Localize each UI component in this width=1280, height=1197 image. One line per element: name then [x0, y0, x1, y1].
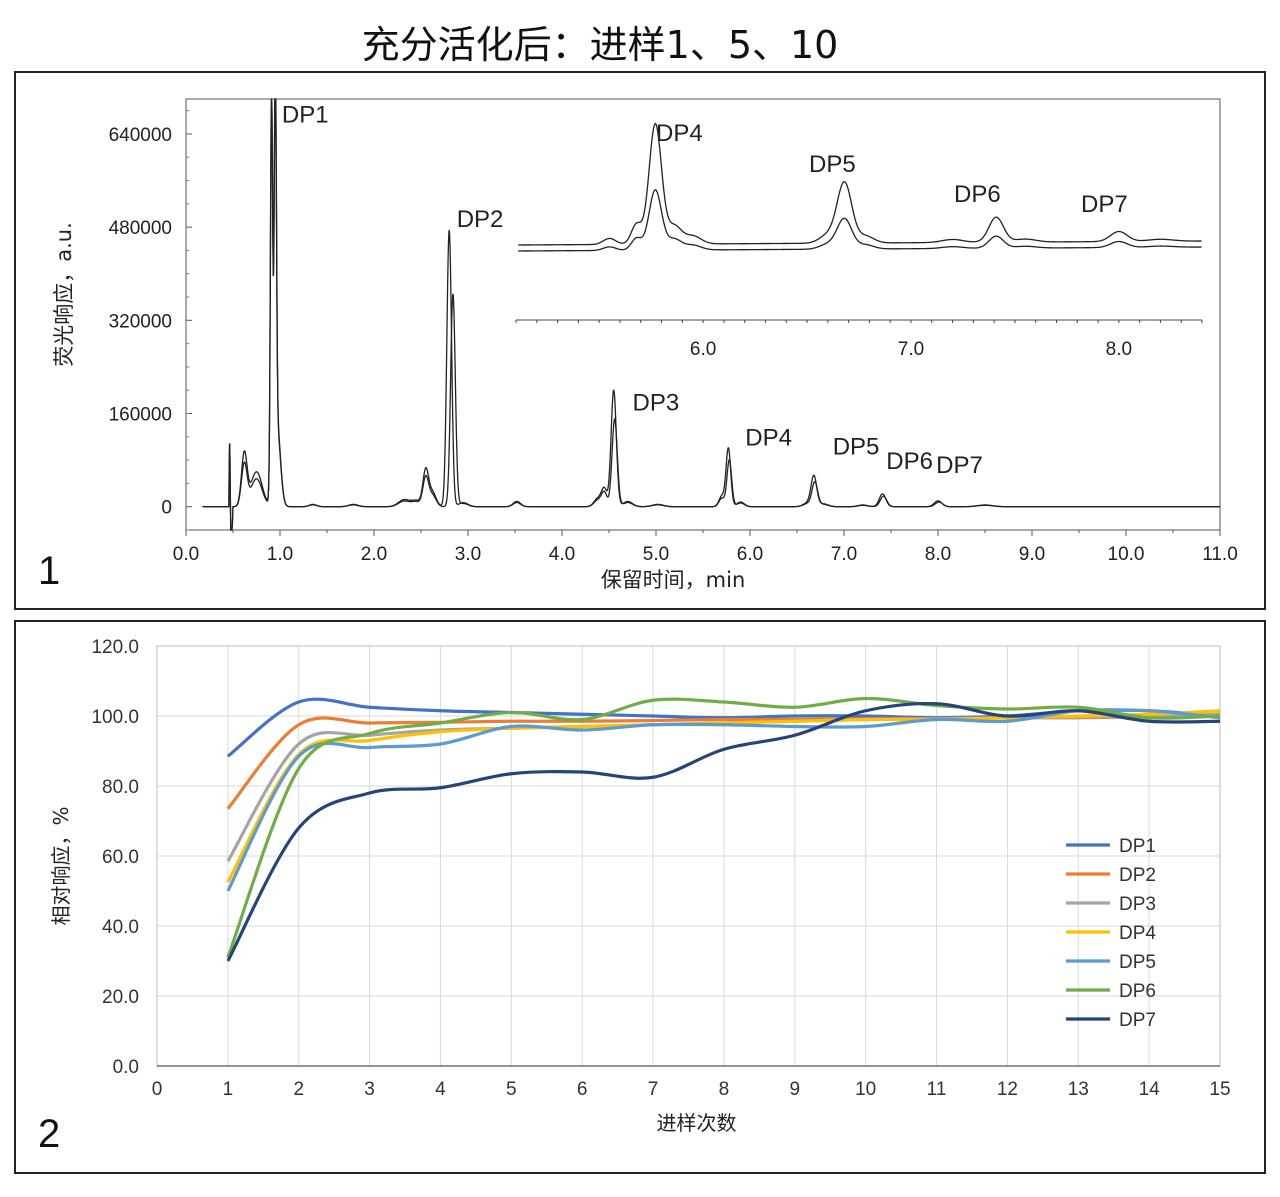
y-tick-label: 120.0 [91, 637, 139, 658]
y-axis-title: 相对响应，% [49, 806, 73, 925]
y-tick-label: 100.0 [91, 707, 139, 728]
legend-label: DP5 [1119, 952, 1156, 973]
x-tick-label: 0.0 [173, 544, 199, 565]
y-tick-label: 640000 [109, 125, 172, 146]
y-tick-label: 160000 [109, 405, 172, 426]
chromatogram-panel: 1 0.0 1.0 2.0 3.0 4.0 5.0 6.0 7.0 8.0 9.0 10.0 11.0… [14, 71, 1266, 610]
x-tick-label: 11.0 [1202, 544, 1238, 565]
x-tick-label: 4 [435, 1079, 446, 1100]
legend-label: DP3 [1119, 894, 1156, 915]
x-tick-label: 3 [364, 1079, 375, 1100]
x-tick-label: 8 [719, 1079, 730, 1100]
chromatogram-trace [202, 98, 1220, 531]
chromatogram-chart: 0.0 1.0 2.0 3.0 4.0 5.0 6.0 7.0 8.0 9.0 10.0 11.0 0 1… [52, 98, 1238, 592]
relative-response-chart: 0 1 2 3 4 5 6 7 8 9 10 11 12 13 14 150.020.040.060.080.… [49, 637, 1231, 1135]
y-axis-title: 荧光响应，a.u. [52, 222, 76, 367]
x-tick-label: 4.0 [549, 544, 575, 565]
inset-peak-label: DP7 [1081, 191, 1128, 218]
legend-label: DP4 [1119, 923, 1156, 944]
peak-label: DP1 [282, 101, 329, 128]
x-tick-label: 15 [1209, 1079, 1230, 1100]
x-tick-label: 2.0 [361, 544, 387, 565]
x-tick-label: 0 [152, 1079, 163, 1100]
x-tick-label: 14 [1139, 1079, 1161, 1100]
inset-trace [518, 122, 1202, 246]
legend-label: DP7 [1119, 1010, 1156, 1031]
inset-peak-label: DP6 [954, 181, 1001, 208]
x-tick-label: 5 [506, 1079, 517, 1100]
series-line-dp6 [226, 696, 1221, 959]
page-title: 充分活化后：进样1、5、10 [361, 23, 839, 67]
y-tick-label: 320000 [109, 311, 172, 332]
x-tick-label: 12 [997, 1079, 1018, 1100]
inset-peak-label: DP4 [656, 120, 703, 147]
peak-label: DP5 [833, 433, 880, 460]
peak-label: DP4 [745, 425, 792, 452]
x-tick-label: 7 [648, 1079, 659, 1100]
x-tick-label: 10 [855, 1079, 876, 1100]
legend-label: DP6 [1119, 981, 1156, 1002]
y-tick-label: 40.0 [102, 917, 139, 938]
x-tick-label: 9 [790, 1079, 801, 1100]
y-tick-label: 80.0 [102, 777, 139, 798]
x-tick-label: 9.0 [1019, 544, 1045, 565]
y-tick-label: 0.0 [113, 1057, 139, 1078]
peak-label: DP2 [457, 206, 504, 233]
inset-trace [518, 189, 1202, 252]
x-axis-title: 保留时间，min [601, 568, 746, 592]
x-tick-label: 11 [927, 1079, 947, 1100]
legend-label: DP2 [1119, 865, 1156, 886]
y-tick-label: 0 [161, 498, 172, 519]
panel-number: 2 [38, 1112, 61, 1156]
inset-x-tick-label: 6.0 [690, 339, 716, 360]
chromatogram-trace [202, 98, 1220, 531]
x-tick-label: 6 [577, 1079, 588, 1100]
inset-x-tick-label: 7.0 [898, 339, 924, 360]
x-tick-label: 5.0 [643, 544, 669, 565]
x-tick-label: 10.0 [1108, 544, 1145, 565]
x-tick-label: 8.0 [925, 544, 951, 565]
peak-label: DP7 [936, 452, 983, 479]
x-axis-title: 进样次数 [657, 1111, 737, 1135]
x-tick-label: 13 [1068, 1079, 1089, 1100]
plot-frame [185, 98, 1221, 531]
x-tick-label: 6.0 [737, 544, 763, 565]
x-tick-label: 1 [223, 1079, 234, 1100]
relative-response-panel: 2 0 1 2 3 4 5 6 7 8 9 10 11 12 13 14 15 0.0 20.0 40.0 60.0 8… [14, 620, 1266, 1174]
panel-number: 1 [38, 549, 61, 593]
y-tick-label: 20.0 [102, 987, 139, 1008]
x-tick-label: 1.0 [267, 544, 293, 565]
x-tick-label: 2 [293, 1079, 304, 1100]
x-tick-label: 3.0 [455, 544, 481, 565]
legend-label: DP1 [1119, 836, 1156, 857]
inset-peak-label: DP5 [809, 151, 856, 178]
inset-x-tick-label: 8.0 [1106, 339, 1132, 360]
y-tick-label: 480000 [109, 218, 172, 239]
series-line-dp5 [226, 708, 1221, 892]
y-tick-label: 60.0 [102, 847, 139, 868]
peak-label: DP3 [633, 390, 680, 417]
peak-label: DP6 [886, 448, 933, 475]
x-tick-label: 7.0 [831, 544, 857, 565]
series-line-dp7 [226, 701, 1221, 962]
